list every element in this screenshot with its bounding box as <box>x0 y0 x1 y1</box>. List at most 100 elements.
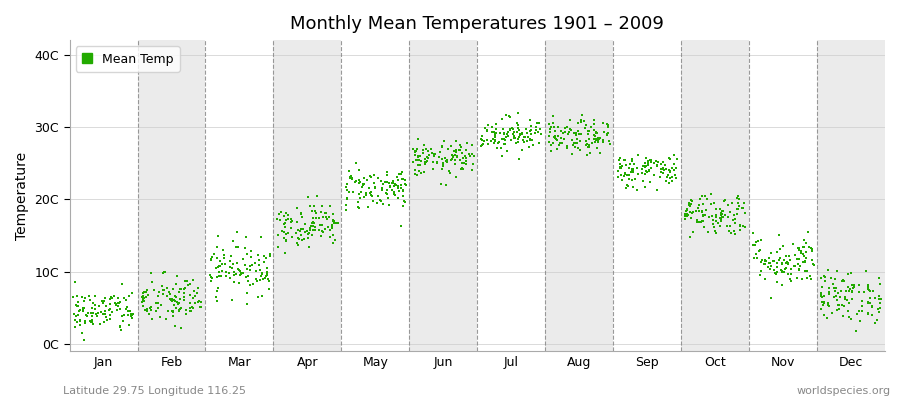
Point <box>301 235 315 242</box>
Point <box>772 246 787 252</box>
Point <box>416 150 430 156</box>
Point <box>873 304 887 311</box>
Point <box>185 277 200 283</box>
Point <box>172 308 186 314</box>
Point <box>204 257 219 264</box>
Point <box>345 176 359 182</box>
Point <box>491 145 505 151</box>
Point <box>505 125 519 131</box>
Point <box>356 182 370 188</box>
Point <box>683 209 698 215</box>
Point <box>733 227 747 233</box>
Point <box>203 256 218 262</box>
Point <box>349 160 364 166</box>
Point <box>853 318 868 324</box>
Point <box>860 299 875 306</box>
Bar <box>681 40 749 351</box>
Point <box>109 301 123 307</box>
Point <box>680 210 694 217</box>
Point <box>496 131 510 137</box>
Point <box>82 293 96 299</box>
Point <box>97 298 112 304</box>
Point <box>551 123 565 130</box>
Point <box>549 136 563 142</box>
Point <box>814 290 829 297</box>
Point <box>615 162 629 169</box>
Point <box>693 196 707 203</box>
Point <box>236 270 250 276</box>
Point <box>735 222 750 229</box>
Point <box>315 202 329 209</box>
Point <box>281 216 295 222</box>
Point <box>644 164 658 171</box>
Point <box>726 228 741 234</box>
Point <box>570 140 584 146</box>
Point <box>842 314 857 320</box>
Point <box>715 218 729 224</box>
Point <box>113 299 128 305</box>
Point <box>342 189 356 196</box>
Point <box>797 244 812 250</box>
Point <box>752 248 767 254</box>
Point <box>99 314 113 320</box>
Point <box>498 137 512 144</box>
Point <box>77 304 92 311</box>
Point <box>391 183 405 190</box>
Point <box>399 182 413 189</box>
Point <box>874 296 888 302</box>
Point <box>683 234 698 240</box>
Point <box>356 181 370 188</box>
Point <box>417 169 431 175</box>
Point <box>827 294 842 300</box>
Point <box>728 220 742 226</box>
Point <box>799 249 814 256</box>
Point <box>110 306 124 313</box>
Point <box>370 200 384 206</box>
Point <box>292 236 306 242</box>
Point <box>96 311 111 317</box>
Point <box>669 174 683 181</box>
Point <box>865 304 879 311</box>
Point <box>571 128 585 134</box>
Point <box>125 314 140 321</box>
Point <box>694 219 708 226</box>
Point <box>778 266 792 272</box>
Point <box>760 258 774 264</box>
Point <box>281 230 295 236</box>
Point <box>352 180 366 186</box>
Point <box>506 126 520 132</box>
Point <box>790 261 805 268</box>
Point <box>754 257 769 263</box>
Point <box>582 128 597 134</box>
Point <box>232 268 247 274</box>
Point <box>366 180 381 186</box>
Point <box>386 180 400 186</box>
Point <box>490 121 504 127</box>
Point <box>223 258 238 264</box>
Point <box>410 146 425 152</box>
Point <box>799 240 814 246</box>
Point <box>548 132 562 139</box>
Point <box>498 140 512 147</box>
Point <box>492 130 507 136</box>
Point <box>307 220 321 226</box>
Point <box>444 156 458 163</box>
Point <box>253 276 267 283</box>
Point <box>641 160 655 166</box>
Point <box>233 271 248 277</box>
Point <box>291 241 305 248</box>
Point <box>434 181 448 187</box>
Point <box>157 286 171 293</box>
Point <box>524 130 538 137</box>
Point <box>452 147 466 153</box>
Point <box>530 120 544 127</box>
Point <box>308 224 322 230</box>
Point <box>652 174 667 180</box>
Point <box>831 290 845 296</box>
Point <box>210 244 224 250</box>
Point <box>384 179 399 186</box>
Point <box>560 144 574 150</box>
Point <box>353 194 367 201</box>
Point <box>517 134 531 141</box>
Point <box>493 145 508 152</box>
